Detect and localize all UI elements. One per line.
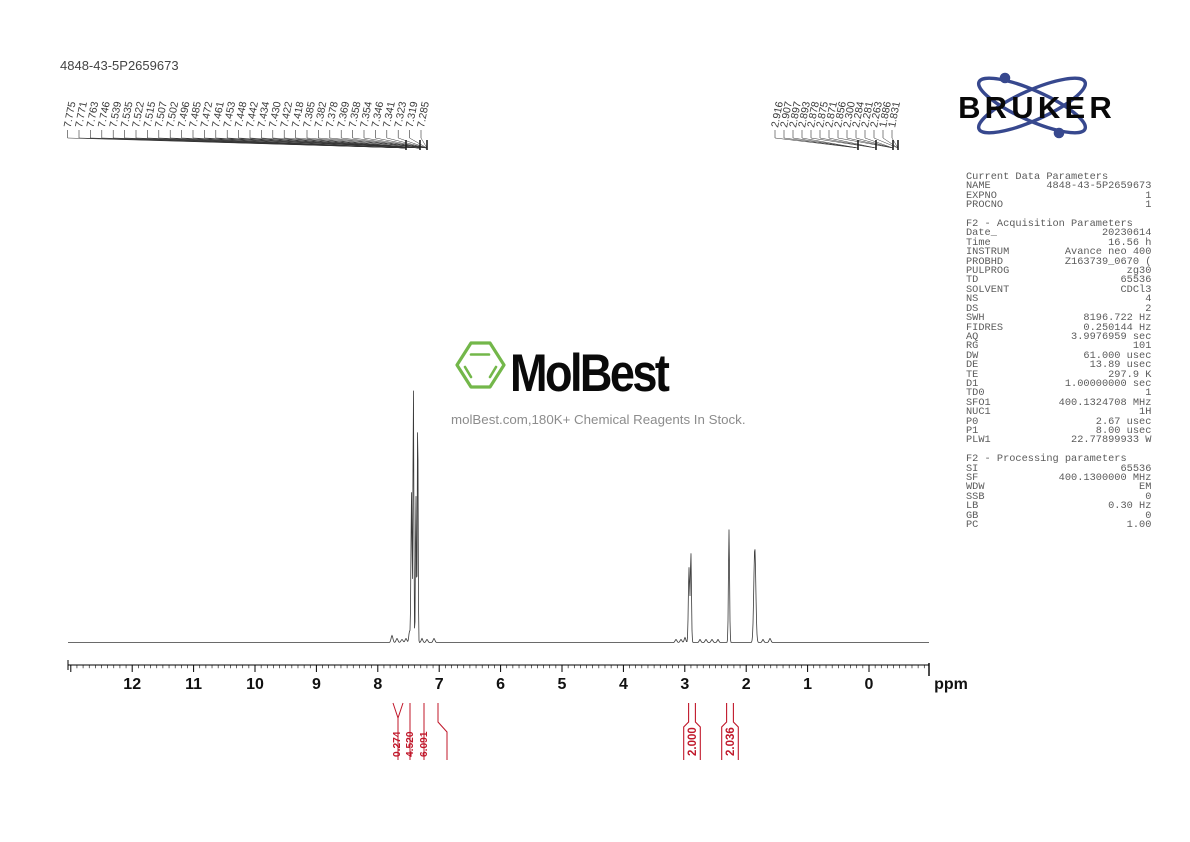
svg-text:2.000: 2.000	[687, 727, 699, 756]
svg-text:2.036: 2.036	[725, 727, 737, 756]
svg-text:6.091: 6.091	[419, 731, 430, 757]
svg-text:4.520: 4.520	[405, 731, 416, 757]
svg-text:0.274: 0.274	[392, 731, 403, 757]
